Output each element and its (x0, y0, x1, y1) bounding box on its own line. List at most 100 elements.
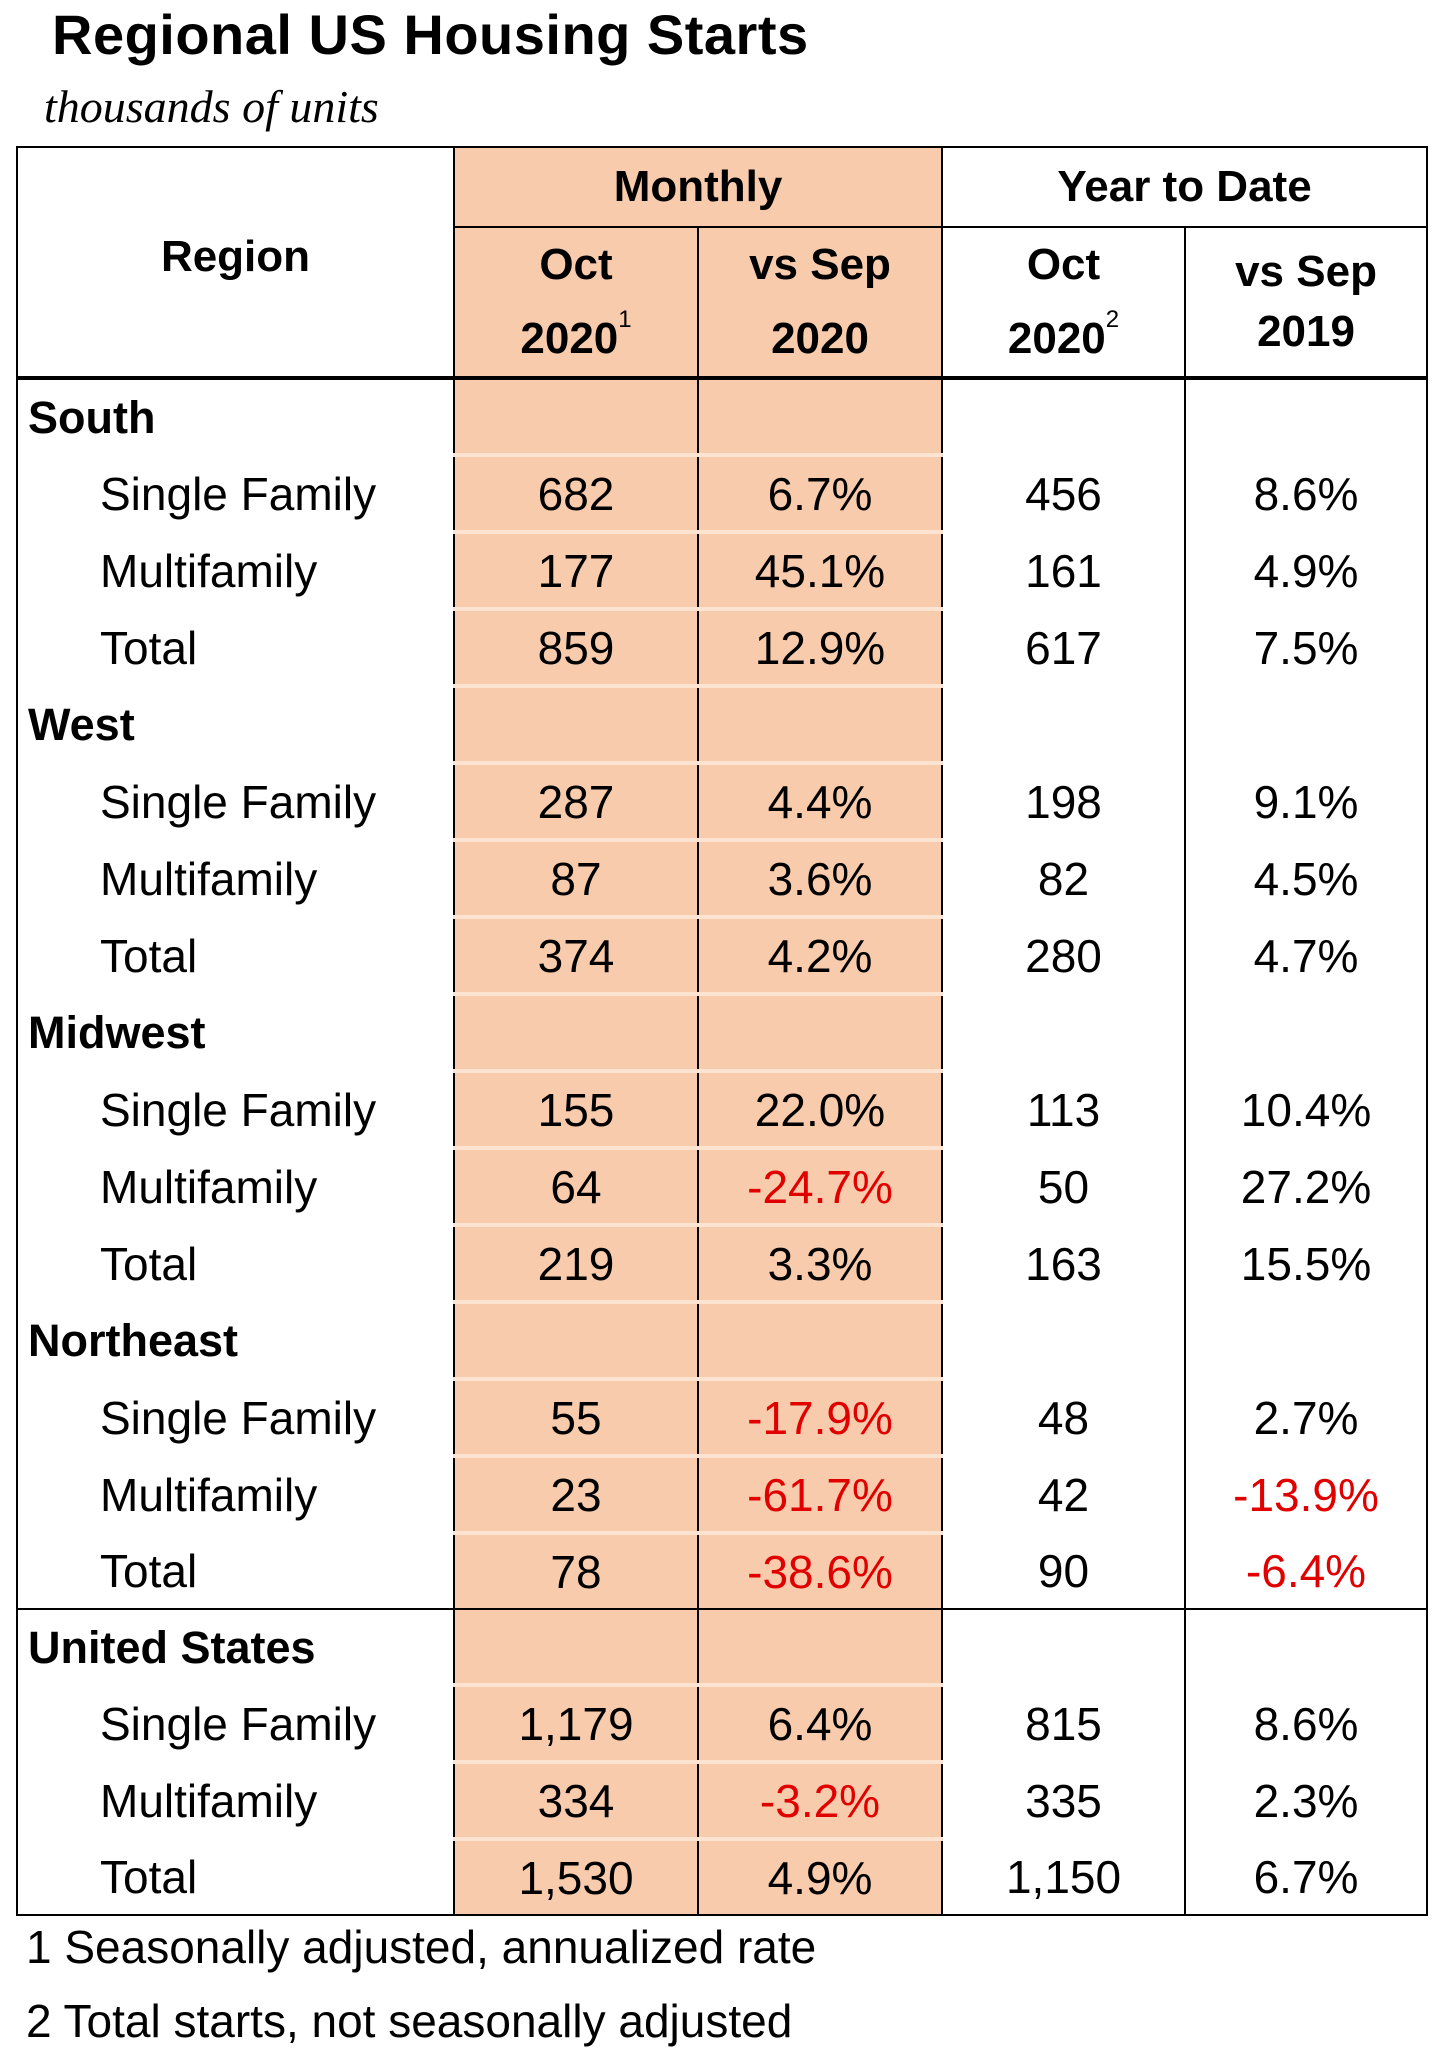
ytd-change-value: 15.5% (1185, 1225, 1429, 1302)
ytd-change-value: 2.7% (1185, 1379, 1429, 1456)
table-row: Total 219 3.3% 163 15.5% (16, 1223, 1429, 1302)
section-blank-cell (942, 994, 1187, 1071)
ytd-oct-value: 113 (942, 1071, 1187, 1148)
row-label: Multifamily (16, 840, 455, 917)
row-label: Single Family (16, 455, 455, 532)
monthly-oct-value: 55 (454, 1377, 699, 1456)
row-label: Multifamily (16, 1456, 455, 1533)
ytd-oct-value: 50 (942, 1148, 1187, 1225)
header-monthly-vs: vs Sep 2020 (698, 227, 944, 380)
section-label: West (16, 686, 455, 763)
table-row: Single Family 155 22.0% 113 10.4% (16, 1069, 1429, 1148)
monthly-change-value: -38.6% (698, 1531, 944, 1609)
monthly-change-value: 22.0% (698, 1069, 944, 1148)
monthly-change-value: 4.2% (698, 915, 944, 994)
section-row: United States (16, 1608, 1429, 1685)
monthly-oct-value: 155 (454, 1069, 699, 1148)
section-row: Northeast (16, 1300, 1429, 1379)
footnote-1: 1 Seasonally adjusted, annualized rate (26, 1921, 817, 1973)
ytd-oct-value: 617 (942, 609, 1187, 686)
ytd-change-value: 8.6% (1185, 455, 1429, 532)
ytd-oct-value: 1,150 (942, 1839, 1187, 1916)
ytd-oct-value: 82 (942, 840, 1187, 917)
header-col4-line1: vs Sep (1235, 247, 1377, 296)
table-row: Multifamily 334 -3.2% 335 2.3% (16, 1760, 1429, 1839)
section-blank-cell (454, 1300, 699, 1379)
monthly-oct-value: 78 (454, 1531, 699, 1609)
header-ytd-vs: vs Sep 2019 (1185, 227, 1429, 380)
monthly-oct-value: 23 (454, 1454, 699, 1533)
section-blank-cell (454, 684, 699, 763)
footnote-ref-1: 1 (618, 306, 632, 333)
section-label: Northeast (16, 1302, 455, 1379)
monthly-change-value: -24.7% (698, 1146, 944, 1225)
header-col4-line2: 2019 (1257, 307, 1355, 356)
page-subtitle: thousands of units (44, 81, 379, 132)
header-col3-line1: Oct (1026, 240, 1101, 289)
ytd-change-value: 4.5% (1185, 840, 1429, 917)
monthly-change-value: 6.7% (698, 453, 944, 532)
section-label: United States (16, 1608, 455, 1685)
section-blank-cell (698, 1300, 944, 1379)
table-row: Single Family 1,179 6.4% 815 8.6% (16, 1683, 1429, 1762)
housing-starts-table: Region Monthly Year to Date Oct 20201 vs… (16, 146, 1429, 1916)
monthly-oct-value: 87 (454, 838, 699, 917)
header-col3-line2: 2020 (1007, 314, 1106, 363)
row-label: Multifamily (16, 1148, 455, 1225)
row-label: Total (16, 1225, 455, 1302)
row-label: Total (16, 1839, 455, 1916)
section-blank-cell (698, 1608, 944, 1685)
section-label: Midwest (16, 994, 455, 1071)
table-row: Multifamily 64 -24.7% 50 27.2% (16, 1146, 1429, 1225)
section-blank-cell (942, 686, 1187, 763)
ytd-change-value: 2.3% (1185, 1762, 1429, 1839)
table-row: Total 859 12.9% 617 7.5% (16, 607, 1429, 686)
section-blank-cell (454, 992, 699, 1071)
monthly-oct-value: 64 (454, 1146, 699, 1225)
ytd-oct-value: 456 (942, 455, 1187, 532)
ytd-change-value: 7.5% (1185, 609, 1429, 686)
ytd-change-value: -6.4% (1185, 1533, 1429, 1609)
section-blank-cell (942, 1608, 1187, 1685)
ytd-oct-value: 335 (942, 1762, 1187, 1839)
monthly-change-value: 12.9% (698, 607, 944, 686)
header-col1-line2: 2020 (520, 314, 619, 363)
table-row: Multifamily 87 3.6% 82 4.5% (16, 838, 1429, 917)
table-row: Single Family 682 6.7% 456 8.6% (16, 453, 1429, 532)
table-row: Total 78 -38.6% 90 -6.4% (16, 1531, 1429, 1609)
ytd-change-value: 4.7% (1185, 917, 1429, 994)
row-label: Multifamily (16, 532, 455, 609)
row-label: Total (16, 1533, 455, 1609)
section-blank-cell (1185, 686, 1429, 763)
section-blank-cell (1185, 994, 1429, 1071)
monthly-change-value: 45.1% (698, 530, 944, 609)
ytd-oct-value: 161 (942, 532, 1187, 609)
table-row: Single Family 287 4.4% 198 9.1% (16, 761, 1429, 840)
footnote-2: 2 Total starts, not seasonally adjusted (26, 1995, 793, 2047)
ytd-oct-value: 815 (942, 1685, 1187, 1762)
table-row: Multifamily 177 45.1% 161 4.9% (16, 530, 1429, 609)
ytd-change-value: 27.2% (1185, 1148, 1429, 1225)
ytd-change-value: 8.6% (1185, 1685, 1429, 1762)
section-blank-cell (942, 378, 1187, 455)
section-blank-cell (454, 378, 699, 455)
row-label: Total (16, 609, 455, 686)
ytd-change-value: 9.1% (1185, 763, 1429, 840)
monthly-oct-value: 177 (454, 530, 699, 609)
monthly-oct-value: 682 (454, 453, 699, 532)
header-ytd: Year to Date (942, 146, 1429, 228)
monthly-change-value: 6.4% (698, 1683, 944, 1762)
header-col2-line2: 2020 (771, 314, 869, 363)
row-label: Single Family (16, 763, 455, 840)
monthly-oct-value: 1,179 (454, 1683, 699, 1762)
section-row: Midwest (16, 992, 1429, 1071)
ytd-oct-value: 42 (942, 1456, 1187, 1533)
monthly-oct-value: 219 (454, 1223, 699, 1302)
ytd-oct-value: 90 (942, 1533, 1187, 1609)
table-row: Total 1,530 4.9% 1,150 6.7% (16, 1837, 1429, 1916)
header-region: Region (16, 146, 455, 380)
ytd-change-value: 4.9% (1185, 532, 1429, 609)
section-blank-cell (942, 1302, 1187, 1379)
section-blank-cell (698, 378, 944, 455)
